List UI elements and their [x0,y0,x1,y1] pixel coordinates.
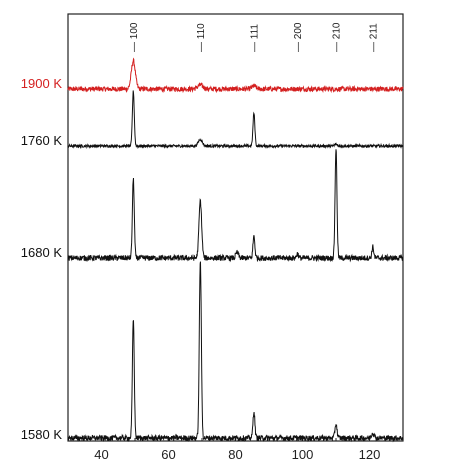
peak-label: — 211 [368,23,379,52]
series-label: 1580 K [21,427,63,442]
series-line [67,149,404,263]
x-tick-label: 100 [292,447,314,462]
x-tick-label: 80 [228,447,242,462]
x-tick-label: 40 [94,447,108,462]
peak-label: — 110 [196,23,207,52]
plot-frame [67,13,404,442]
series-label: 1900 K [21,76,63,91]
series-label: 1680 K [21,245,63,260]
x-tick-label: 60 [161,447,175,462]
peak-label: — 111 [249,24,260,52]
peak-label: — 210 [332,22,343,52]
peak-label: — 100 [129,22,140,52]
peak-label: — 200 [293,22,304,52]
series-line [67,57,404,94]
x-tick-label: 120 [359,447,381,462]
series-line [67,261,404,443]
series-line [67,90,404,150]
series-label: 1760 K [21,133,63,148]
